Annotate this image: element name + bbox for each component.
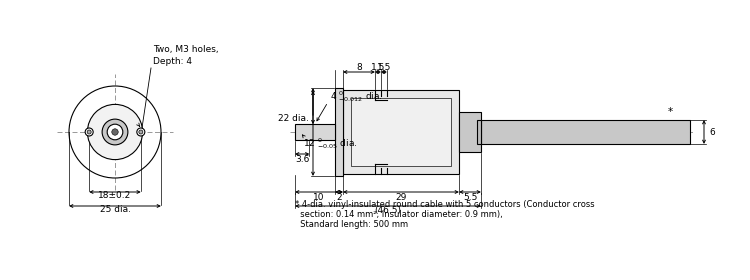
Ellipse shape: [102, 119, 128, 145]
Text: (46.5): (46.5): [374, 207, 401, 216]
Bar: [477, 120, 481, 144]
Text: 2: 2: [336, 193, 342, 202]
Text: Standard length: 500 mm: Standard length: 500 mm: [295, 220, 408, 229]
Ellipse shape: [139, 130, 142, 134]
Text: 22 dia.: 22 dia.: [278, 113, 308, 123]
Text: 5.5: 5.5: [463, 193, 477, 202]
Text: 6: 6: [710, 127, 715, 137]
Text: section: 0.14 mm², Insulator diameter: 0.9 mm),: section: 0.14 mm², Insulator diameter: 0…: [295, 210, 502, 219]
Text: 4 $^{0}_{-0.012}$ dia.: 4 $^{0}_{-0.012}$ dia.: [330, 90, 382, 104]
Text: 8: 8: [356, 62, 362, 71]
Text: 3.6: 3.6: [295, 155, 310, 164]
Ellipse shape: [86, 128, 93, 136]
Bar: [343, 90, 459, 174]
Text: Two, M3 holes,: Two, M3 holes,: [153, 45, 219, 54]
Ellipse shape: [107, 124, 123, 140]
Text: 10: 10: [314, 193, 325, 202]
Bar: [335, 88, 343, 176]
Bar: [459, 112, 481, 152]
Text: 29: 29: [395, 193, 406, 202]
Text: 1.5: 1.5: [376, 62, 392, 71]
Text: 12 $^{0}_{-0.05}$ dia.: 12 $^{0}_{-0.05}$ dia.: [303, 137, 358, 151]
Ellipse shape: [87, 130, 92, 134]
Text: 25 dia.: 25 dia.: [100, 206, 130, 214]
Text: *: *: [668, 107, 673, 117]
Ellipse shape: [112, 129, 118, 135]
Ellipse shape: [136, 128, 145, 136]
Text: Depth: 4: Depth: 4: [153, 57, 192, 66]
Text: * 4-dia. vinyl-insulated round cable with 5 conductors (Conductor cross: * 4-dia. vinyl-insulated round cable wit…: [295, 200, 595, 209]
Bar: [481, 120, 690, 144]
Ellipse shape: [88, 104, 142, 160]
Bar: [351, 98, 451, 166]
Bar: [295, 124, 335, 140]
Text: 18±0.2: 18±0.2: [98, 192, 132, 200]
Text: 1.5: 1.5: [370, 62, 386, 71]
